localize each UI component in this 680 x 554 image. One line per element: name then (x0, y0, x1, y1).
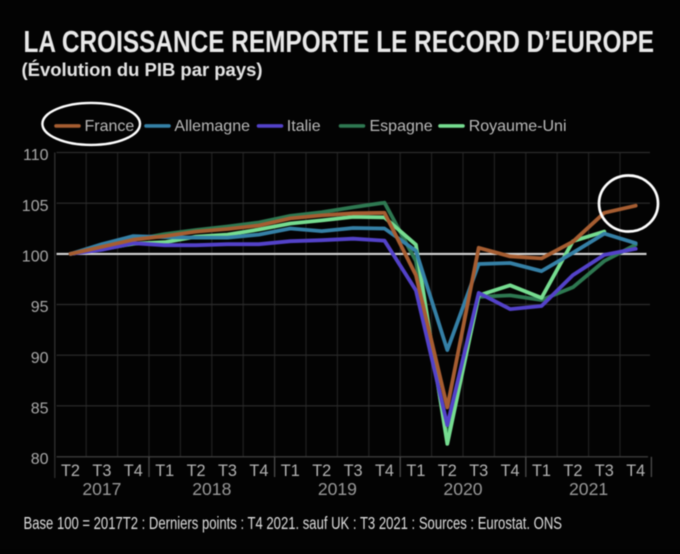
svg-text:2018: 2018 (192, 479, 231, 499)
svg-text:T4: T4 (375, 462, 394, 480)
svg-text:T3: T3 (92, 462, 111, 480)
svg-text:T3: T3 (218, 462, 237, 480)
svg-text:T2: T2 (312, 462, 331, 480)
svg-text:T2: T2 (438, 462, 457, 480)
svg-text:T3: T3 (595, 462, 614, 480)
svg-text:100: 100 (22, 249, 49, 266)
svg-text:80: 80 (31, 451, 49, 468)
svg-text:France: France (85, 118, 135, 135)
svg-text:Espagne: Espagne (370, 118, 433, 135)
svg-text:Italie: Italie (287, 118, 321, 135)
svg-text:2020: 2020 (443, 479, 482, 499)
svg-text:T2: T2 (187, 462, 206, 480)
svg-text:95: 95 (31, 299, 49, 316)
svg-text:2017: 2017 (82, 479, 121, 499)
svg-text:LA CROISSANCE REMPORTE LE RECO: LA CROISSANCE REMPORTE LE RECORD D’EUROP… (24, 26, 655, 59)
svg-text:T1: T1 (155, 462, 174, 480)
svg-text:85: 85 (31, 400, 49, 417)
svg-text:110: 110 (23, 147, 49, 164)
svg-text:105: 105 (22, 198, 49, 215)
svg-text:T4: T4 (626, 462, 645, 480)
svg-text:T2: T2 (61, 462, 80, 480)
svg-text:T2: T2 (563, 462, 582, 480)
svg-text:T4: T4 (124, 462, 143, 480)
svg-text:T1: T1 (281, 462, 300, 480)
svg-text:Base 100 = 2017T2 : Derniers p: Base 100 = 2017T2 : Derniers points : T4… (24, 513, 563, 533)
svg-text:90: 90 (31, 350, 49, 367)
svg-text:Royaume-Uni: Royaume-Uni (469, 118, 567, 135)
svg-text:2021: 2021 (569, 479, 608, 499)
svg-text:T4: T4 (249, 462, 268, 480)
svg-text:T1: T1 (532, 462, 551, 480)
svg-text:T3: T3 (344, 462, 363, 480)
svg-text:T1: T1 (406, 462, 425, 480)
svg-text:T3: T3 (469, 462, 488, 480)
svg-text:T4: T4 (501, 462, 520, 480)
svg-text:Allemagne: Allemagne (174, 118, 250, 135)
svg-text:2019: 2019 (318, 479, 357, 499)
svg-text:(Évolution du PIB par pays): (Évolution du PIB par pays) (22, 59, 263, 80)
